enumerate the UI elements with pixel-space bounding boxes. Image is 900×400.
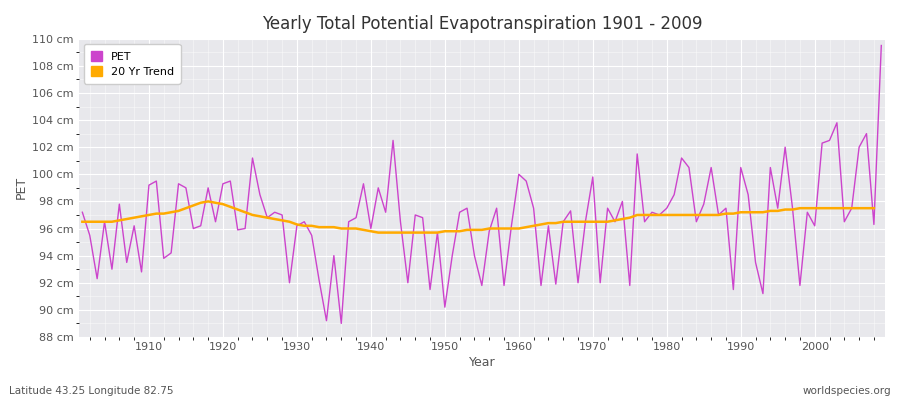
Y-axis label: PET: PET	[15, 176, 28, 200]
Title: Yearly Total Potential Evapotranspiration 1901 - 2009: Yearly Total Potential Evapotranspiratio…	[262, 15, 702, 33]
Legend: PET, 20 Yr Trend: PET, 20 Yr Trend	[85, 44, 181, 84]
Text: Latitude 43.25 Longitude 82.75: Latitude 43.25 Longitude 82.75	[9, 386, 174, 396]
Text: worldspecies.org: worldspecies.org	[803, 386, 891, 396]
X-axis label: Year: Year	[469, 356, 495, 369]
